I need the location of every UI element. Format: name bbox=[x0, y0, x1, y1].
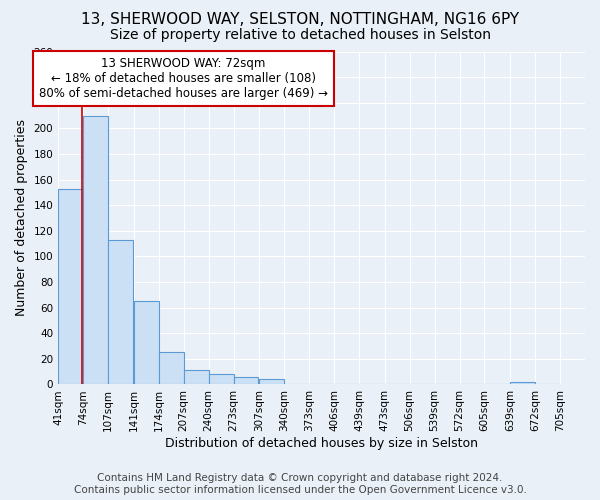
X-axis label: Distribution of detached houses by size in Selston: Distribution of detached houses by size … bbox=[165, 437, 478, 450]
Bar bbox=[158, 352, 184, 384]
Text: 13 SHERWOOD WAY: 72sqm
← 18% of detached houses are smaller (108)
80% of semi-de: 13 SHERWOOD WAY: 72sqm ← 18% of detached… bbox=[39, 56, 328, 100]
Bar bbox=[259, 380, 284, 384]
Text: Contains HM Land Registry data © Crown copyright and database right 2024.
Contai: Contains HM Land Registry data © Crown c… bbox=[74, 474, 526, 495]
Bar bbox=[83, 116, 108, 384]
Bar bbox=[184, 370, 209, 384]
Text: 13, SHERWOOD WAY, SELSTON, NOTTINGHAM, NG16 6PY: 13, SHERWOOD WAY, SELSTON, NOTTINGHAM, N… bbox=[81, 12, 519, 28]
Bar bbox=[209, 374, 233, 384]
Bar bbox=[108, 240, 133, 384]
Y-axis label: Number of detached properties: Number of detached properties bbox=[15, 120, 28, 316]
Bar bbox=[134, 301, 158, 384]
Bar bbox=[233, 377, 259, 384]
Bar bbox=[510, 382, 535, 384]
Text: Size of property relative to detached houses in Selston: Size of property relative to detached ho… bbox=[110, 28, 491, 42]
Bar bbox=[58, 188, 83, 384]
